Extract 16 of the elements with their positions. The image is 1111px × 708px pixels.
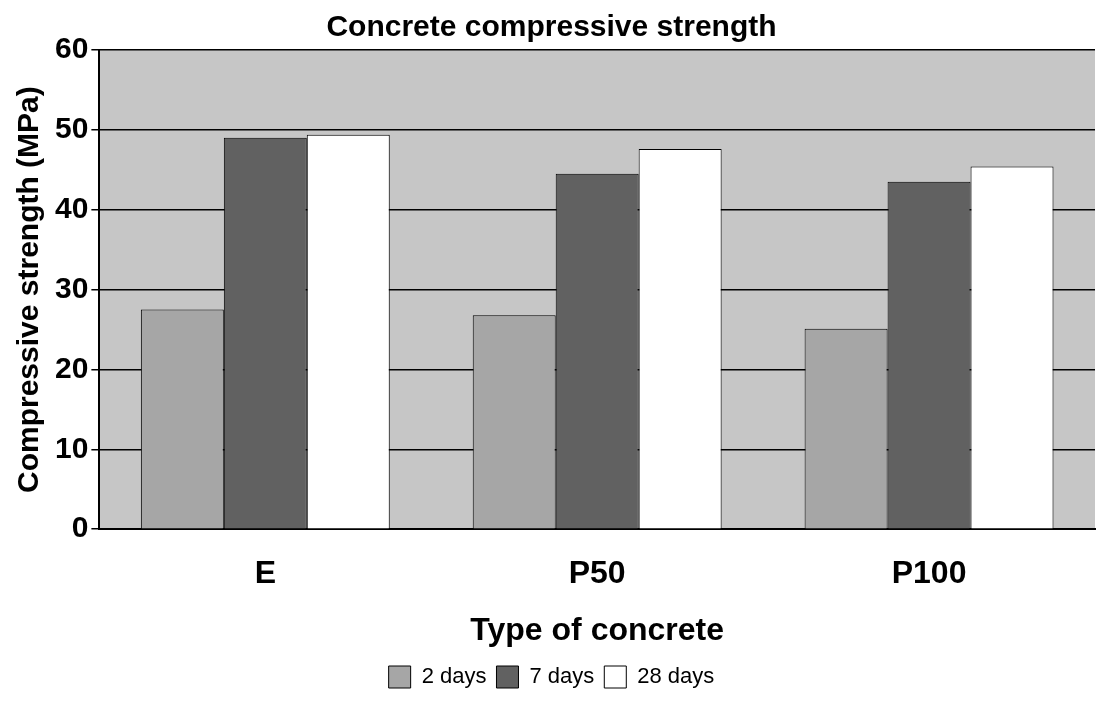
legend-label: 28 days <box>637 663 715 689</box>
y-tick-label: 50 <box>54 111 89 145</box>
y-tick-label: 0 <box>71 510 89 544</box>
x-axis-title: Type of concrete <box>470 610 725 647</box>
legend-label: 2 days <box>421 663 487 689</box>
y-tick-label: 10 <box>54 430 89 464</box>
y-axis-title: Compressive strength (MPa) <box>11 86 45 493</box>
y-tick-label: 30 <box>54 270 89 304</box>
x-tick-label: P100 <box>891 554 967 591</box>
x-tick-label: E <box>254 554 276 591</box>
y-tick-label: 40 <box>54 191 89 224</box>
chart-title: Concrete compressive strength <box>326 9 777 43</box>
x-tick-label: P50 <box>568 554 626 591</box>
legend-label: 7 days <box>529 663 595 689</box>
y-tick-label: 20 <box>54 350 89 384</box>
y-tick-label: 60 <box>54 31 89 65</box>
